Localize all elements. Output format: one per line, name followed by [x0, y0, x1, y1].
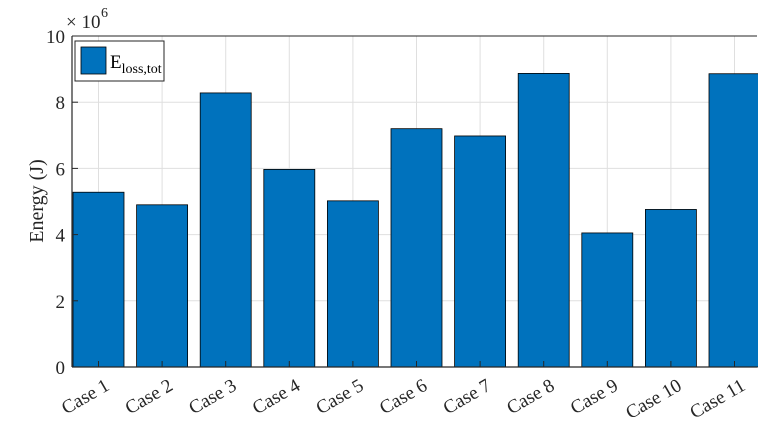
- legend-label-subscript: loss,tot: [122, 62, 162, 77]
- legend-label: Eloss,tot: [110, 52, 162, 77]
- y-multiplier-exponent: 6: [101, 6, 108, 21]
- bar: [454, 135, 507, 368]
- bar: [326, 200, 379, 368]
- bar: [708, 73, 758, 368]
- x-tick-label: Case 8: [503, 375, 558, 419]
- y-tick-label: 10: [46, 27, 65, 48]
- bar: [517, 73, 570, 368]
- legend-swatch: [80, 46, 107, 75]
- bar: [72, 191, 125, 368]
- x-tick-label: Case 1: [58, 375, 113, 419]
- y-multiplier-base: × 10: [66, 12, 100, 33]
- bar: [390, 128, 443, 368]
- x-tick-label: Case 3: [185, 375, 240, 419]
- y-tick-label: 6: [56, 159, 66, 180]
- axes: [71, 35, 757, 368]
- x-tick-label: Case 7: [440, 375, 495, 419]
- y-tick-label: 8: [56, 93, 66, 114]
- legend: Eloss,tot: [74, 40, 165, 82]
- x-tick-label: Case 2: [122, 375, 177, 419]
- x-tick-label: Case 5: [313, 375, 368, 419]
- x-tick-label: Case 6: [376, 375, 431, 419]
- bar: [645, 209, 697, 368]
- y-tick-label: 0: [56, 358, 66, 379]
- x-tick-labels: Case 1 Case 2 Case 3 Case 4 Case 5 Case 6 Case…: [58, 375, 749, 424]
- bar: [581, 232, 634, 368]
- y-axis-multiplier: × 10 6: [66, 6, 108, 33]
- bar: [199, 92, 252, 368]
- x-tick-label: Case 4: [249, 375, 304, 419]
- y-tick-label: 2: [56, 292, 66, 313]
- bars: [72, 73, 758, 368]
- x-tick-label: Case 11: [687, 375, 749, 423]
- x-tick-label: Case 9: [567, 375, 622, 419]
- bar: [263, 168, 316, 368]
- y-tick-label: 4: [56, 226, 66, 247]
- bar: [136, 204, 189, 368]
- y-axis-label: Energy (J): [26, 159, 48, 243]
- x-tick-label: Case 10: [622, 375, 685, 424]
- y-tick-labels: 0 2 4 6 8 10: [46, 27, 66, 379]
- legend-label-main: E: [110, 52, 122, 73]
